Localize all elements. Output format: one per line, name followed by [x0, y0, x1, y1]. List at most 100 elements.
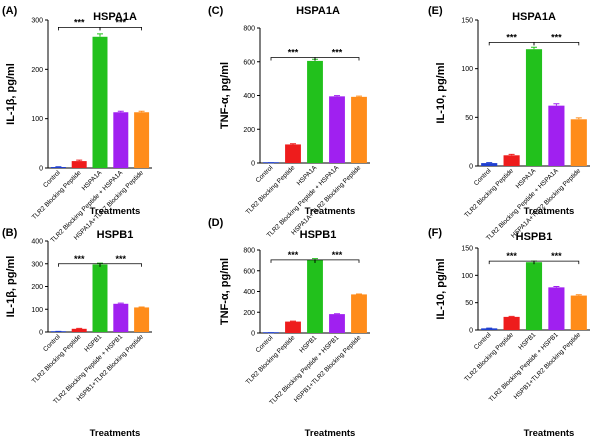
x-axis-label: Treatments [524, 428, 575, 439]
bar [50, 167, 66, 168]
significance-label: *** [288, 250, 299, 260]
panel-label: (A) [2, 5, 18, 17]
error-bar [531, 46, 537, 50]
bar [71, 328, 87, 332]
error-bar [553, 103, 560, 106]
significance-bracket [533, 41, 580, 46]
significance-label: *** [74, 254, 85, 264]
x-tick-label: HSPB1 [517, 331, 537, 351]
x-axis-label: Treatments [524, 206, 575, 217]
bar [71, 161, 87, 168]
bar [481, 328, 498, 330]
error-bar [76, 159, 83, 162]
x-tick-label: Control [42, 169, 62, 189]
y-axis-label: TNF-α, pg/ml [219, 258, 231, 325]
error-bar [553, 286, 560, 288]
bar [351, 294, 367, 333]
y-axis-label: IL-10, pg/ml [435, 258, 447, 319]
error-bar [117, 302, 124, 304]
significance-bracket [314, 259, 360, 263]
y-tick-label: 0 [469, 328, 473, 335]
x-tick-label: Control [255, 334, 275, 354]
bar [525, 49, 543, 167]
x-tick-label: HSPB1 [298, 334, 318, 354]
significance-label: *** [288, 48, 299, 58]
panel-label: (C) [208, 5, 224, 17]
x-axis-label: Treatments [90, 206, 141, 217]
y-tick-label: 800 [243, 26, 255, 33]
bar [307, 60, 323, 163]
panel-title: HSPA1A [296, 5, 340, 17]
y-tick-label: 0 [39, 166, 43, 173]
bar [285, 321, 301, 333]
error-bar [138, 110, 145, 113]
bar [503, 155, 520, 166]
y-tick-label: 200 [243, 127, 255, 134]
significance-bracket [488, 41, 535, 46]
error-bar [97, 33, 103, 37]
error-bar [575, 117, 582, 120]
y-tick-label: 200 [31, 284, 43, 291]
y-tick-label: 200 [243, 310, 255, 317]
bar [92, 264, 108, 332]
y-tick-label: 200 [31, 67, 43, 74]
y-tick-label: 600 [243, 59, 255, 66]
bar [548, 105, 565, 166]
y-tick-label: 0 [39, 330, 43, 337]
bar [113, 112, 129, 168]
significance-label: *** [506, 32, 517, 42]
x-axis-label: Treatments [305, 428, 356, 439]
panel-title: HSPB1 [516, 231, 553, 243]
panel-title: HSPB1 [97, 229, 134, 241]
significance-label: *** [74, 17, 85, 27]
significance-label: *** [116, 254, 127, 264]
y-tick-label: 50 [465, 115, 473, 122]
y-tick-label: 400 [31, 239, 43, 246]
bar [503, 316, 520, 330]
y-axis-label: IL-1β, pg/ml [5, 63, 17, 125]
x-axis-label: Treatments [90, 428, 141, 439]
panel-title: HSPA1A [512, 11, 556, 23]
x-tick-label: HSPB1 [83, 333, 103, 353]
error-bar [356, 95, 362, 97]
x-tick-label: Control [473, 167, 493, 187]
significance-bracket [99, 263, 142, 267]
y-tick-label: 400 [243, 289, 255, 296]
bar [134, 112, 150, 168]
bar [329, 96, 345, 163]
error-bar [508, 153, 515, 156]
bar [134, 307, 150, 332]
y-tick-label: 0 [469, 164, 473, 171]
y-tick-label: 150 [461, 18, 473, 25]
y-tick-label: 100 [461, 273, 473, 280]
y-axis-label: IL-1β, pg/ml [5, 256, 17, 318]
panel-label: (F) [428, 227, 442, 239]
y-tick-label: 100 [461, 66, 473, 73]
chart-panel: (B) HSPB1 IL-1β, pg/ml 0 100 200 300 400 Control… [2, 227, 152, 439]
significance-label: *** [332, 250, 343, 260]
bar [351, 96, 367, 163]
y-tick-label: 800 [243, 248, 255, 255]
error-bar [290, 143, 296, 145]
chart-panel: (D) HSPB1 TNF-α, pg/ml 0 200 400 600 800 Control… [208, 217, 370, 439]
y-tick-label: 100 [31, 307, 43, 314]
bar [329, 314, 345, 333]
y-tick-label: 400 [243, 93, 255, 100]
x-tick-label: Control [42, 333, 62, 353]
y-tick-label: 0 [251, 161, 255, 168]
error-bar [117, 110, 124, 113]
error-bar [508, 315, 515, 317]
bar [570, 119, 587, 166]
error-bar [575, 294, 582, 296]
panel-title: HSPA1A [93, 11, 137, 23]
significance-label: *** [332, 48, 343, 58]
significance-bracket [99, 27, 142, 31]
bar [570, 295, 587, 330]
significance-bracket [314, 57, 360, 61]
bar [285, 144, 301, 163]
error-bar [334, 95, 340, 97]
significance-label: *** [116, 17, 127, 27]
y-tick-label: 300 [31, 18, 43, 25]
